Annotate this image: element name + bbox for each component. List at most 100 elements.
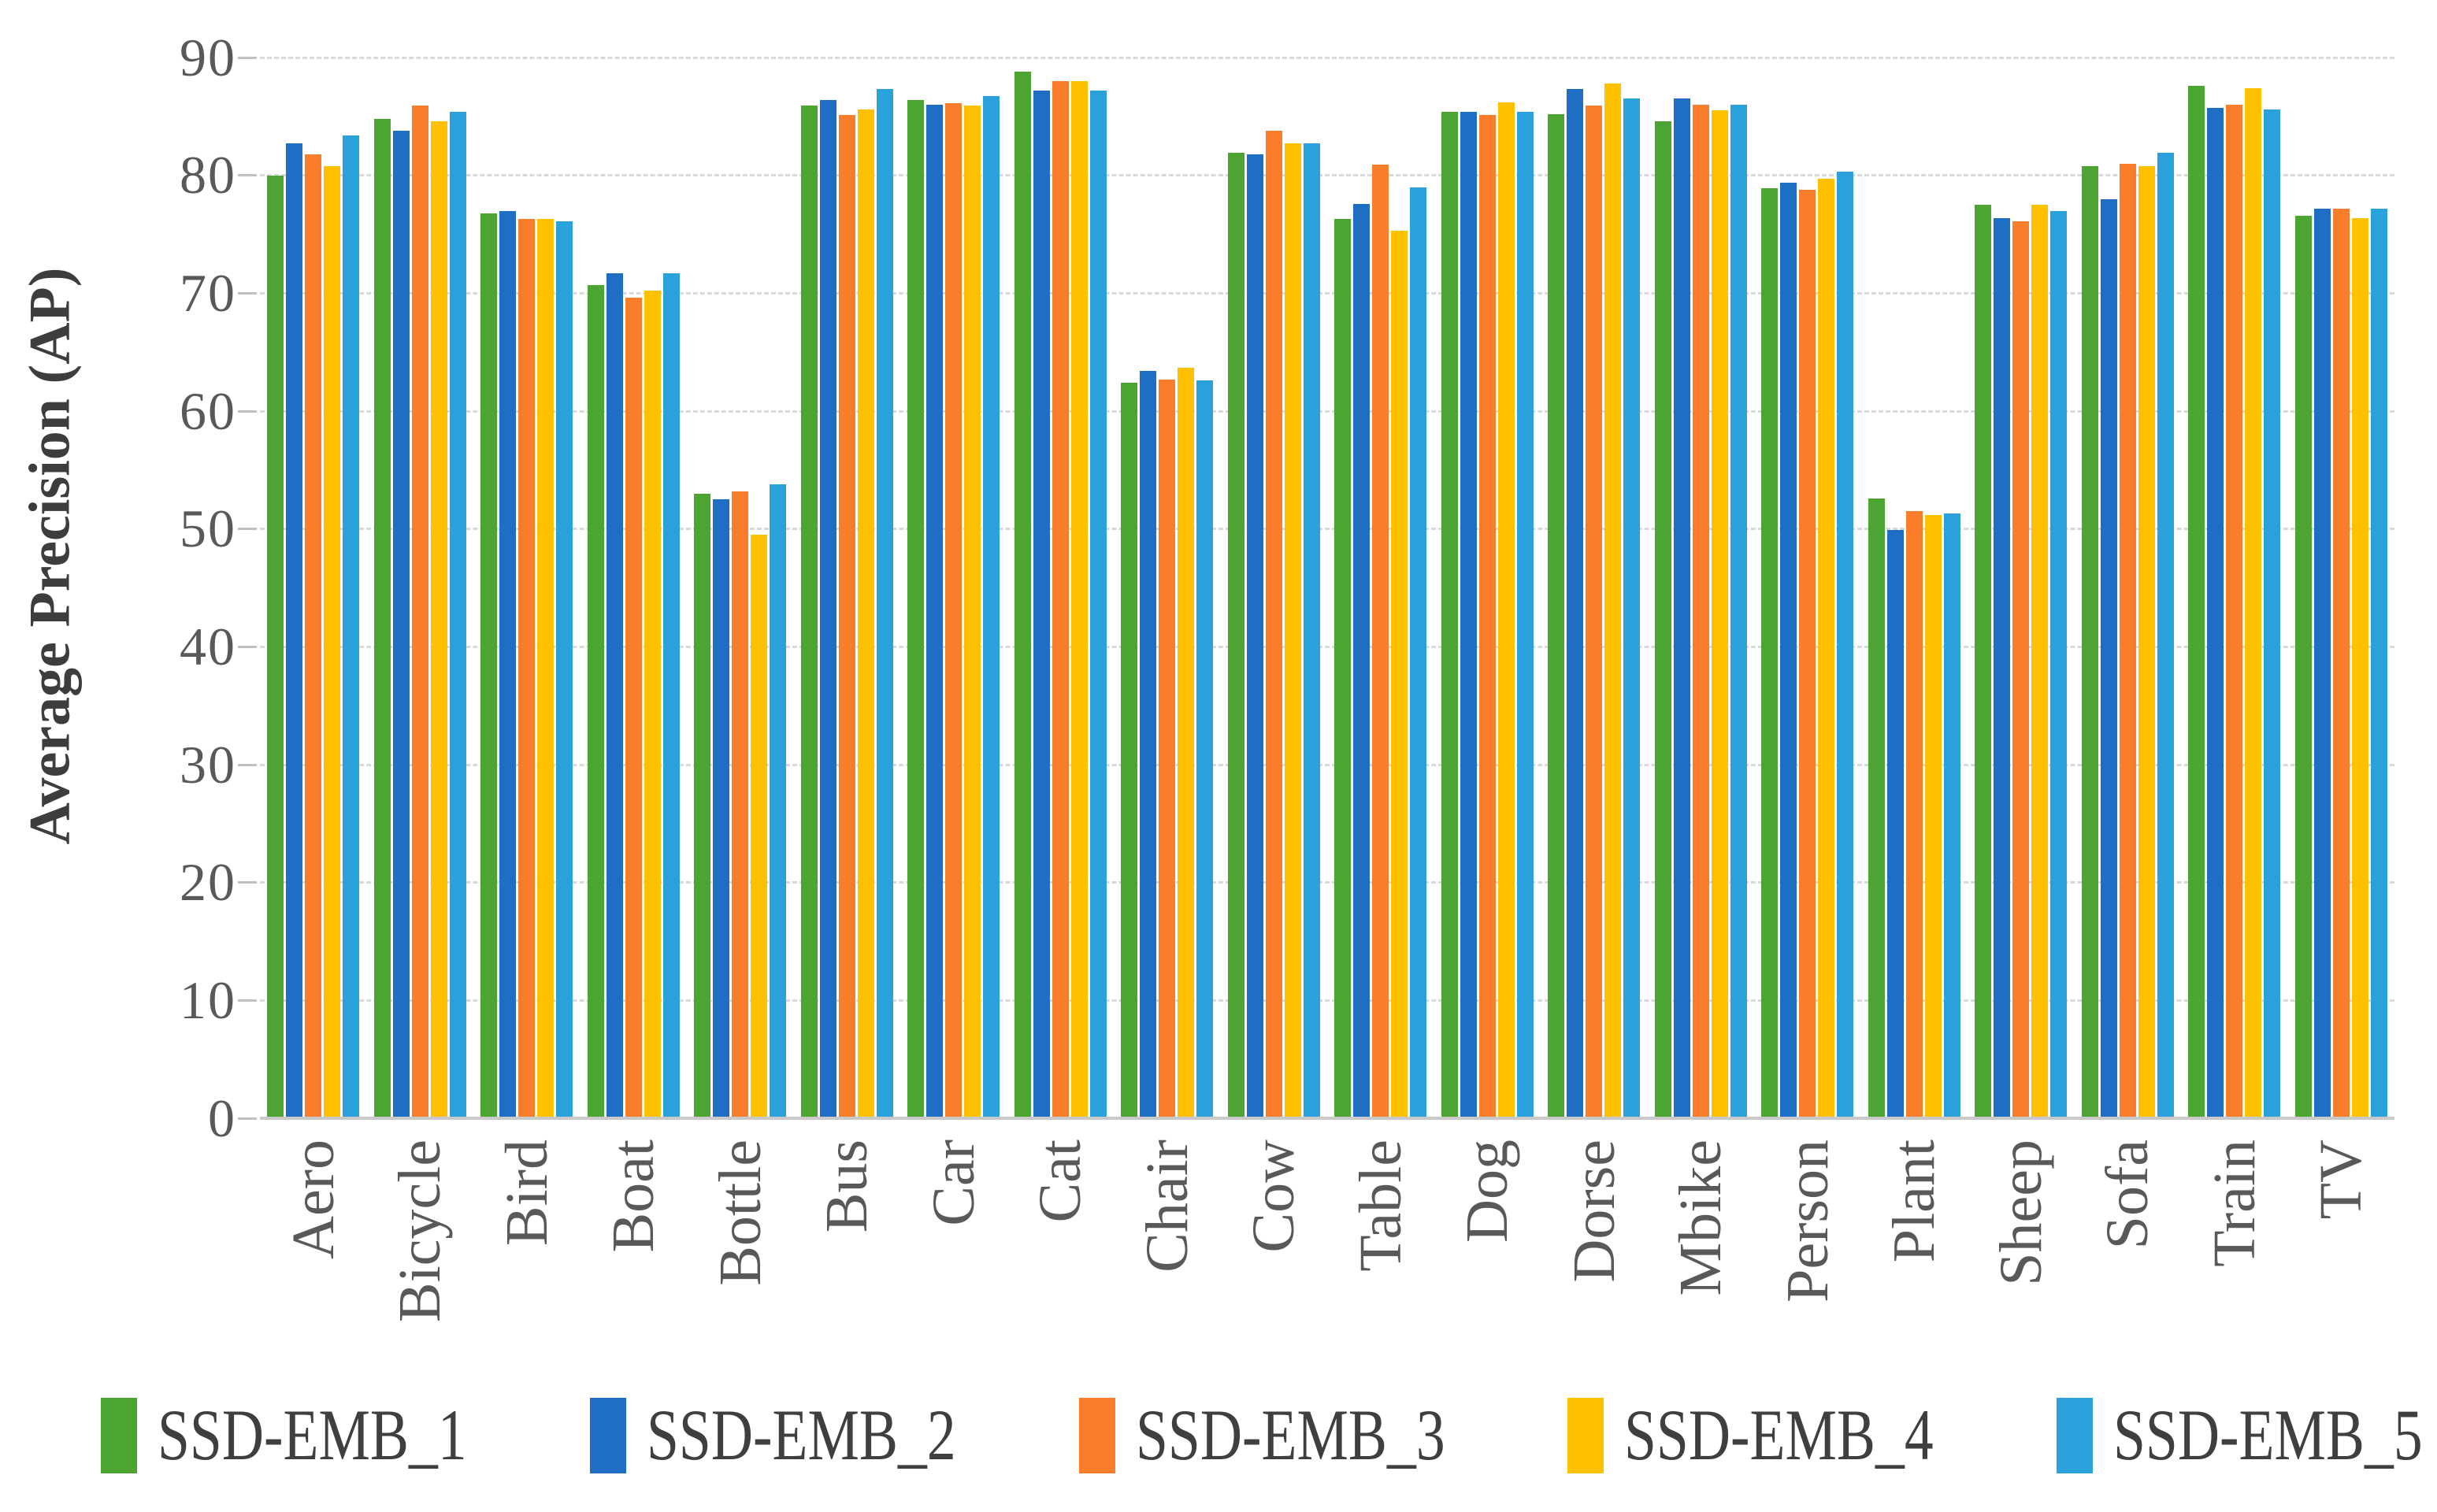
bar-group-train xyxy=(2181,57,2288,1118)
bar-boat-ssd-emb_2 xyxy=(606,272,623,1118)
legend-item-ssd-emb_5: SSD-EMB_5 xyxy=(2057,1395,2437,1475)
bar-cat-ssd-emb_1 xyxy=(1014,71,1031,1118)
bar-dorse-ssd-emb_4 xyxy=(1604,83,1622,1118)
bar-sheep-ssd-emb_4 xyxy=(2031,205,2049,1118)
bar-cat-ssd-emb_2 xyxy=(1033,90,1050,1118)
gridline-40 xyxy=(260,645,2394,648)
gridline-90 xyxy=(260,56,2394,59)
bar-cow-ssd-emb_1 xyxy=(1227,153,1244,1118)
xlabel-tv: TV xyxy=(2308,1140,2389,1219)
legend-item-ssd-emb_1: SSD-EMB_1 xyxy=(101,1395,544,1475)
bar-bird-ssd-emb_4 xyxy=(537,219,555,1118)
legend-label: SSD-EMB_4 xyxy=(1624,1395,1934,1475)
ytick-label-0: 0 xyxy=(208,1088,236,1148)
bar-group-chair xyxy=(1114,57,1221,1118)
ytick-label-40: 40 xyxy=(180,616,236,676)
bar-sheep-ssd-emb_1 xyxy=(1975,205,1992,1118)
bar-group-dorse xyxy=(1541,57,1648,1118)
bar-mbike-ssd-emb_5 xyxy=(1730,104,1747,1118)
bar-car-ssd-emb_1 xyxy=(907,99,925,1118)
bars-layer xyxy=(260,57,2394,1118)
ytick-mark-50 xyxy=(238,528,257,531)
bar-person-ssd-emb_4 xyxy=(1818,179,1835,1118)
ytick-mark-40 xyxy=(238,645,257,648)
bar-person-ssd-emb_1 xyxy=(1761,188,1779,1118)
xlabel-cat: Cat xyxy=(1027,1140,1112,1223)
xlabel-text: Car xyxy=(920,1140,987,1226)
ytick-label-50: 50 xyxy=(180,498,236,559)
gridline-30 xyxy=(260,763,2394,766)
bar-group-cow xyxy=(1221,57,1328,1118)
ytick-label-70: 70 xyxy=(180,262,236,323)
bar-cat-ssd-emb_5 xyxy=(1089,90,1107,1118)
bar-plant-ssd-emb_1 xyxy=(1868,498,1885,1118)
bar-bicycle-ssd-emb_1 xyxy=(373,118,391,1118)
bar-tv-ssd-emb_1 xyxy=(2294,215,2312,1118)
bar-cat-ssd-emb_3 xyxy=(1052,80,1069,1118)
bar-car-ssd-emb_4 xyxy=(964,106,981,1118)
bar-group-bus xyxy=(794,57,901,1118)
xlabel-text: Dorse xyxy=(1560,1140,1627,1283)
bar-sheep-ssd-emb_5 xyxy=(2050,210,2068,1118)
gridline-60 xyxy=(260,410,2394,413)
ytick-mark-10 xyxy=(238,999,257,1002)
xlabel-text: Table xyxy=(1347,1140,1414,1272)
bar-group-tv xyxy=(2288,57,2395,1118)
xlabel-text: Sofa xyxy=(2094,1140,2161,1250)
bar-tv-ssd-emb_3 xyxy=(2332,208,2350,1118)
xlabel-bus: Bus xyxy=(814,1140,908,1232)
bar-cat-ssd-emb_4 xyxy=(1070,80,1088,1118)
ytick-mark-70 xyxy=(238,291,257,295)
bar-bus-ssd-emb_1 xyxy=(800,106,818,1118)
bar-dog-ssd-emb_5 xyxy=(1516,111,1534,1118)
ytick-mark-80 xyxy=(238,174,257,177)
bar-aero-ssd-emb_5 xyxy=(343,135,360,1118)
bar-dorse-ssd-emb_5 xyxy=(1623,98,1641,1118)
xlabel-text: Plant xyxy=(1881,1140,1948,1263)
bar-group-bird xyxy=(473,57,581,1118)
bar-aero-ssd-emb_4 xyxy=(324,165,341,1118)
bar-group-sheep xyxy=(1968,57,2075,1118)
bar-dog-ssd-emb_3 xyxy=(1478,115,1496,1118)
bar-plant-ssd-emb_4 xyxy=(1924,514,1942,1118)
bar-car-ssd-emb_2 xyxy=(926,104,944,1118)
bar-aero-ssd-emb_3 xyxy=(305,154,322,1118)
bar-bird-ssd-emb_1 xyxy=(480,213,498,1118)
legend: SSD-EMB_1 SSD-EMB_2 SSD-EMB_3 SSD-EMB_4 SSD-… xyxy=(101,1395,2437,1475)
bar-car-ssd-emb_5 xyxy=(983,96,1000,1118)
bar-group-table xyxy=(1327,57,1434,1118)
bar-plant-ssd-emb_3 xyxy=(1905,511,1923,1118)
ytick-mark-60 xyxy=(238,410,257,413)
xlabel-text: Train xyxy=(2201,1140,2268,1267)
xlabel-bird: Bird xyxy=(494,1140,602,1246)
bar-chair-ssd-emb_1 xyxy=(1121,383,1138,1118)
gridline-20 xyxy=(260,881,2394,884)
gridline-80 xyxy=(260,174,2394,177)
bar-boat-ssd-emb_4 xyxy=(644,291,661,1118)
ytick-label-60: 60 xyxy=(180,380,236,441)
xlabel-text: TV xyxy=(2308,1140,2375,1220)
bar-sheep-ssd-emb_3 xyxy=(2012,221,2030,1118)
bar-group-dog xyxy=(1434,57,1541,1118)
bar-boat-ssd-emb_1 xyxy=(587,284,604,1118)
xlabel-text: Cat xyxy=(1027,1140,1094,1223)
bar-group-boat xyxy=(581,57,688,1118)
bar-tv-ssd-emb_4 xyxy=(2351,217,2368,1118)
bar-cow-ssd-emb_2 xyxy=(1246,154,1263,1118)
bar-tv-ssd-emb_5 xyxy=(2370,208,2387,1118)
bar-aero-ssd-emb_1 xyxy=(267,175,284,1118)
bar-table-ssd-emb_4 xyxy=(1391,231,1408,1118)
bar-group-cat xyxy=(1007,57,1115,1118)
bar-group-person xyxy=(1754,57,1861,1118)
bar-plant-ssd-emb_5 xyxy=(1943,513,1960,1118)
xlabel-text: Mbike xyxy=(1667,1140,1734,1296)
bar-aero-ssd-emb_2 xyxy=(286,143,303,1118)
ytick-label-10: 10 xyxy=(180,969,236,1030)
xlabel-text: Cow xyxy=(1241,1140,1308,1253)
bar-bus-ssd-emb_2 xyxy=(819,99,836,1118)
bar-bus-ssd-emb_4 xyxy=(857,109,874,1118)
bar-table-ssd-emb_3 xyxy=(1372,165,1389,1118)
bar-mbike-ssd-emb_4 xyxy=(1711,110,1728,1118)
bar-train-ssd-emb_1 xyxy=(2188,85,2205,1118)
legend-item-ssd-emb_3: SSD-EMB_3 xyxy=(1078,1395,1523,1475)
